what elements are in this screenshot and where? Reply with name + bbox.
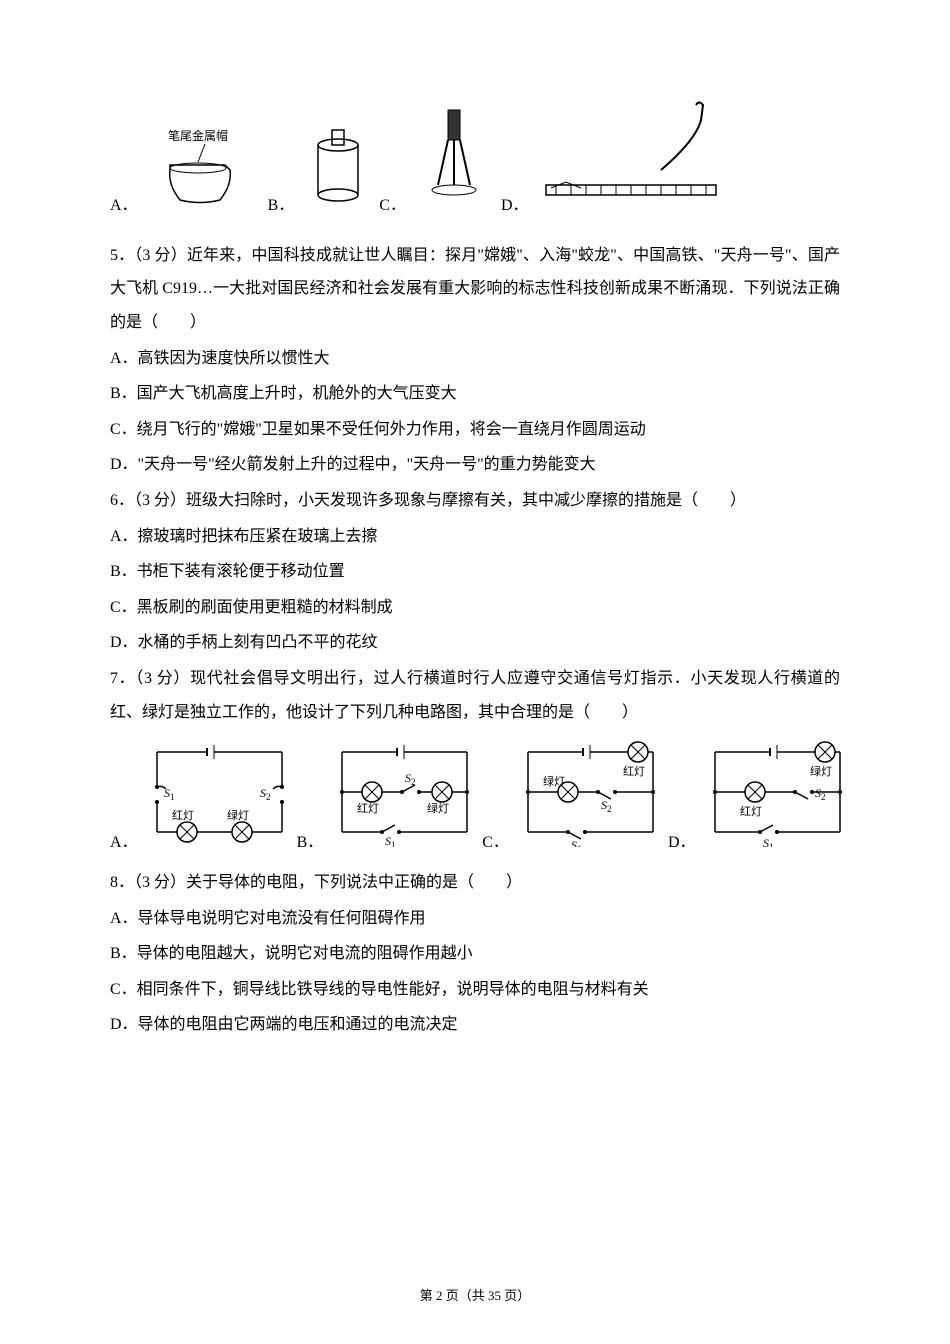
svg-text:绿灯: 绿灯 — [427, 801, 449, 815]
q7-option-c-label: C． — [482, 828, 509, 852]
q8-option-b: B．导体的电阻越大，说明它对电流的阻碍作用越小 — [110, 937, 840, 971]
q4-image-a: 笔尾金属帽 — [150, 90, 260, 221]
q7-option-a-label: A． — [110, 828, 138, 852]
q8-option-c: C．相同条件下，铜导线比铁导线的导电性能好，说明导体的电阻与材料有关 — [110, 973, 840, 1007]
q7-option-b-label: B． — [297, 828, 324, 852]
q5-stem: 5．（3 分）近年来，中国科技成就让世人瞩目：探月"嫦娥"、入海"蛟龙"、中国高… — [110, 239, 840, 340]
svg-text:绿灯: 绿灯 — [543, 774, 565, 788]
q4-a-caption: 笔尾金属帽 — [168, 128, 228, 143]
q5-option-c: C．绕月飞行的"嫦娥"卫星如果不受任何外力作用，将会一直绕月作圆周运动 — [110, 413, 840, 447]
q4-option-c-label: C． — [379, 192, 406, 221]
q6-option-b: B．书柜下装有滚轮便于移动位置 — [110, 555, 840, 589]
q6-option-c: C．黑板刷的刷面使用更粗糙的材料制成 — [110, 591, 840, 625]
q4-image-b — [306, 110, 371, 221]
q8-option-a: A．导体导电说明它对电流没有任何阻碍作用 — [110, 902, 840, 936]
q4-option-b-label: B． — [268, 192, 295, 221]
svg-text:1: 1 — [170, 792, 175, 802]
q8-option-d: D．导体的电阻由它两端的电压和通过的电流决定 — [110, 1008, 840, 1042]
q4-image-c — [418, 90, 493, 221]
q7-stem: 7．（3 分）现代社会倡导文明出行，过人行横道时行人应遵守交通信号灯指示．小天发… — [110, 662, 840, 729]
svg-text:1: 1 — [391, 840, 396, 847]
svg-text:绿灯: 绿灯 — [227, 808, 249, 822]
svg-text:2: 2 — [411, 777, 416, 787]
q7-circuit-options: A． S 1 S 2 红灯 — [110, 737, 840, 852]
q7-circuit-a: S 1 S 2 红灯 绿灯 — [142, 737, 297, 852]
q7-circuit-d: 绿灯 红灯 S 2 S 1 — [700, 737, 855, 852]
q6-option-d: D．水桶的手柄上刻有凹凸不平的花纹 — [110, 626, 840, 660]
page-footer: 第 2 页（共 35 页） — [0, 1285, 950, 1304]
q7-circuit-b: 红灯 S 2 绿灯 S 1 — [327, 737, 482, 852]
svg-text:红灯: 红灯 — [623, 765, 645, 778]
svg-text:绿灯: 绿灯 — [810, 764, 832, 778]
svg-text:红灯: 红灯 — [172, 809, 194, 822]
svg-text:红灯: 红灯 — [357, 802, 379, 815]
q4-image-d — [541, 90, 721, 221]
q8-stem: 8．（3 分）关于导体的电阻，下列说法中正确的是（ ） — [110, 866, 840, 900]
q7-option-d-label: D． — [668, 828, 696, 852]
q5-option-d: D．"天舟一号"经火箭发射上升的过程中，"天舟一号"的重力势能变大 — [110, 448, 840, 482]
q6-option-a: A．擦玻璃时把抹布压紧在玻璃上去擦 — [110, 520, 840, 554]
svg-text:2: 2 — [266, 792, 271, 802]
q7-circuit-c: 红灯 绿灯 S 2 S 1 — [513, 737, 668, 852]
svg-text:1: 1 — [769, 842, 774, 847]
svg-text:2: 2 — [821, 792, 826, 802]
q4-option-d-label: D． — [501, 192, 529, 221]
svg-text:2: 2 — [607, 804, 612, 814]
svg-text:红灯: 红灯 — [740, 805, 762, 818]
q4-option-a-label: A． — [110, 192, 138, 221]
q5-option-a: A．高铁因为速度快所以惯性大 — [110, 342, 840, 376]
svg-text:1: 1 — [577, 844, 582, 847]
q4-image-options: A． 笔尾金属帽 B． C． D． — [110, 90, 840, 221]
q6-stem: 6．（3 分）班级大扫除时，小天发现许多现象与摩擦有关，其中减少摩擦的措施是（ … — [110, 484, 840, 518]
q5-option-b: B．国产大飞机高度上升时，机舱外的大气压变大 — [110, 377, 840, 411]
